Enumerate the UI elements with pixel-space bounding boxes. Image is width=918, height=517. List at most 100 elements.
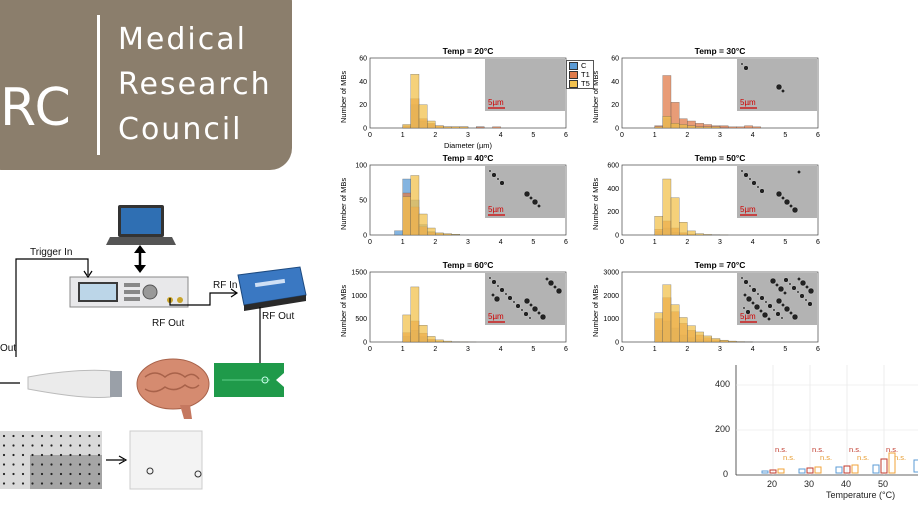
histogram-bar (443, 233, 452, 236)
bubble (499, 287, 505, 293)
y-tick-label: 0 (363, 340, 367, 347)
grid-dot (50, 444, 53, 447)
x-tick-label: 4 (499, 239, 503, 246)
grid-dot (97, 463, 101, 466)
histogram-bar (394, 230, 403, 236)
bubble (491, 279, 497, 285)
bubble (783, 305, 791, 313)
y-axis-label: Number of MBs (591, 178, 600, 230)
histogram-bar (451, 234, 460, 236)
grid-dot (97, 434, 101, 438)
grid-dot (78, 463, 82, 466)
scale-bar-label: 5µm (740, 205, 756, 214)
bubble (740, 62, 744, 66)
bubble (781, 89, 786, 94)
y-axis-label: Number of MBs (339, 285, 348, 337)
bubble (512, 300, 516, 304)
x-tick-label: 5 (783, 132, 787, 139)
x-tick-label: 0 (620, 239, 624, 246)
y-tick-label: 60 (611, 56, 619, 63)
histogram-bar (695, 126, 704, 129)
bubble (743, 279, 749, 285)
bubble-micrograph-image (129, 430, 203, 490)
x-tick-label: 4 (499, 346, 503, 353)
logo-word-council: Council (118, 112, 243, 147)
histogram-bar (679, 222, 688, 236)
box (835, 466, 843, 474)
grid-dot (31, 472, 34, 476)
y-tick-label: 40 (611, 79, 619, 86)
legend-swatch-t5 (569, 79, 578, 88)
bubble (797, 276, 802, 281)
box (806, 467, 814, 474)
histogram-bar (402, 124, 411, 129)
y-tick-label: 2000 (603, 293, 619, 300)
y-tick-label: 1000 (351, 293, 367, 300)
grid-dot (12, 463, 15, 466)
x-tick-label: 1 (401, 132, 405, 139)
x-tick-label: 3 (466, 239, 470, 246)
bubble (777, 285, 785, 293)
histogram-panel: Temp = 70°C 0 1000 2000 3000 0 1 2 3 4 5 6 Number of… (591, 260, 820, 353)
bubble (523, 297, 531, 305)
grid-dot (59, 482, 63, 485)
bubble (783, 290, 788, 295)
histogram-bar (443, 340, 452, 343)
histogram-panel: Temp = 60°C 0 500 1000 1500 0 1 2 3 4 5 6 Number of … (339, 260, 568, 353)
histogram-bar (687, 230, 696, 236)
box (777, 468, 785, 474)
y-tick-label: 40 (359, 79, 367, 86)
ultrasound-probe-icon (0, 369, 122, 399)
histogram-panel: Temp = 20°C 0 20 40 60 0 1 2 3 4 5 6 Number of MBs 5µ… (339, 46, 568, 139)
grid-dot (40, 453, 44, 457)
bubble (499, 180, 505, 186)
y-tick-label: 400 (607, 186, 619, 193)
box (761, 470, 769, 474)
grid-dot (78, 482, 82, 485)
grid-dot (97, 444, 101, 447)
trigger-wire (15, 258, 89, 340)
x-axis-label: Diameter (µm) (444, 141, 493, 150)
histogram-bar (679, 317, 688, 343)
bubble (740, 169, 744, 173)
bubble (745, 309, 751, 315)
histogram-bar (418, 325, 428, 343)
scale-bar-label: 5µm (488, 205, 504, 214)
grid-dot (12, 482, 15, 485)
grid-dot (21, 482, 25, 485)
histogram-bar (703, 126, 712, 129)
x-tick-label: 5 (783, 239, 787, 246)
x-tick-label: 5 (531, 239, 535, 246)
grid-dot (78, 472, 82, 476)
bubble (547, 279, 555, 287)
panel-title: Temp = 60°C (443, 260, 494, 270)
bubble (799, 293, 805, 299)
histogram-bar (662, 116, 672, 129)
x-tick-label: 3 (718, 346, 722, 353)
ns-annotation: n.s. (812, 445, 824, 454)
bubble (807, 301, 813, 307)
grid-dot (2, 453, 6, 457)
bubble (531, 198, 539, 206)
circuit-board-icon (214, 363, 284, 397)
bubble (748, 177, 752, 181)
grid-dot (50, 434, 53, 438)
logo-word-medical: Medical (118, 22, 247, 57)
bubble (496, 177, 500, 181)
box (851, 464, 859, 474)
bubble (743, 65, 749, 71)
legend: C T1 T5 (566, 60, 594, 89)
histogram-bar (711, 338, 721, 343)
x-tick-20: 20 (767, 479, 778, 489)
bubble (740, 276, 744, 280)
bubble (804, 298, 808, 302)
bubble (799, 279, 807, 287)
histogram-bar (703, 234, 712, 236)
bubble (764, 300, 768, 304)
ns-annotation: n.s. (849, 445, 861, 454)
scale-bar-label: 5µm (740, 312, 756, 321)
histogram-bar (744, 125, 753, 129)
bubble (504, 292, 508, 296)
grid-dot (40, 444, 44, 447)
